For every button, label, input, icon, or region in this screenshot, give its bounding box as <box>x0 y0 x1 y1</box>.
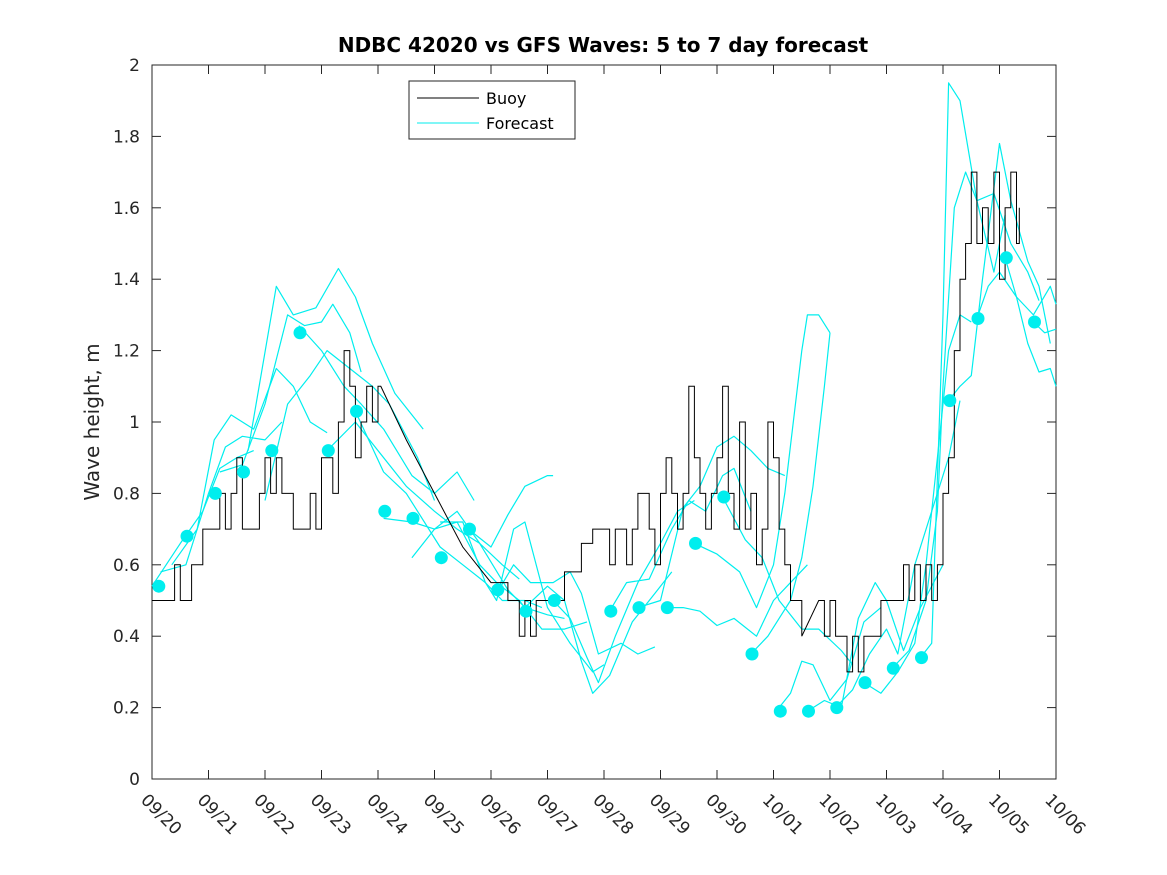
forecast-line <box>298 325 475 501</box>
forecast-marker <box>463 522 476 536</box>
x-tick-label: 09/27 <box>532 790 581 839</box>
x-tick-label: 09/20 <box>136 790 185 839</box>
y-tick-labels: 0 0.2 0.4 0.6 0.8 1 1.2 1.4 1.6 1.8 2 <box>113 56 140 790</box>
buoy-line <box>152 171 1020 673</box>
x-tick-label: 09/25 <box>419 790 468 839</box>
forecast-marker <box>434 551 448 565</box>
forecast-line <box>835 400 961 709</box>
forecast-line <box>778 607 882 708</box>
y-tick-label: 2 <box>129 56 140 76</box>
x-tick-label: 10/02 <box>814 790 863 839</box>
y-tick-label: 1 <box>129 413 140 433</box>
forecast-marker <box>293 326 307 340</box>
legend-buoy-label: Buoy <box>486 89 526 108</box>
forecast-line <box>326 421 520 580</box>
forecast-line <box>666 564 808 637</box>
y-tick-label: 0.4 <box>113 627 140 647</box>
forecast-marker <box>660 601 674 615</box>
legend: Buoy Forecast <box>408 80 576 140</box>
x-tick-label: 10/04 <box>927 790 976 839</box>
y-axis-label: Wave height, m <box>80 343 104 500</box>
forecast-line <box>160 421 283 573</box>
forecast-line <box>807 564 944 712</box>
y-tick-label: 0.2 <box>113 699 140 719</box>
forecast-marker <box>717 490 731 504</box>
forecast-line <box>891 171 1006 669</box>
legend-forecast-label: Forecast <box>486 114 554 133</box>
buoy-series <box>152 171 1020 673</box>
forecast-line <box>247 267 424 451</box>
x-tick-label: 09/21 <box>193 790 242 839</box>
forecast-marker <box>745 647 759 661</box>
x-tick-label: 10/01 <box>758 790 807 839</box>
y-tick-label: 0 <box>129 770 140 790</box>
y-tick-label: 1.2 <box>113 342 140 362</box>
x-tick-label: 09/28 <box>588 790 637 839</box>
forecast-marker <box>689 536 702 550</box>
forecast-marker <box>237 465 250 479</box>
y-tick-label: 1.8 <box>113 127 140 147</box>
forecast-line <box>637 435 786 609</box>
x-tick-label: 10/03 <box>871 790 920 839</box>
forecast-line <box>722 496 854 666</box>
forecast-line <box>1004 257 1057 387</box>
forecast-marker <box>491 583 505 597</box>
x-tick-label: 09/23 <box>306 790 355 839</box>
y-tick-label: 1.6 <box>113 199 140 219</box>
forecast-marker <box>632 601 646 615</box>
forecast-marker <box>406 511 420 525</box>
forecast-line <box>750 332 831 655</box>
forecast-marker <box>604 604 618 618</box>
forecast-line <box>440 521 605 673</box>
forecast-line <box>468 475 554 548</box>
axis-ticks <box>151 64 1057 780</box>
forecast-marker <box>999 251 1013 265</box>
x-tick-label: 09/30 <box>701 790 750 839</box>
forecast-marker <box>915 651 928 665</box>
y-tick-label: 0.6 <box>113 556 140 576</box>
y-tick-label: 0.8 <box>113 484 140 504</box>
forecast-marker <box>378 504 392 518</box>
forecast-line <box>383 510 565 619</box>
forecast-marker <box>971 312 985 325</box>
forecast-lines <box>151 82 1057 712</box>
x-tick-label: 09/24 <box>362 790 411 839</box>
forecast-marker <box>943 394 957 408</box>
forecast-marker <box>547 594 561 607</box>
forecast-marker <box>321 444 335 458</box>
forecast-marker <box>519 604 533 618</box>
forecast-marker <box>208 486 222 500</box>
forecast-marker <box>1028 315 1041 329</box>
legend-box <box>408 80 576 140</box>
chart-title: NDBC 42020 vs GFS Waves: 5 to 7 day fore… <box>338 33 869 57</box>
x-tick-labels: 09/20 09/21 09/22 09/23 09/24 09/25 09/26 09/27… <box>136 790 1089 839</box>
forecast-marker <box>152 579 166 593</box>
forecast-markers <box>152 251 1041 718</box>
x-tick-label: 09/29 <box>645 790 694 839</box>
forecast-marker <box>265 444 279 458</box>
y-tick-label: 1.4 <box>113 270 140 290</box>
forecast-marker <box>802 704 815 718</box>
forecast-marker <box>830 701 844 715</box>
x-tick-label: 09/26 <box>475 790 524 839</box>
forecast-marker <box>180 529 194 543</box>
forecast-marker <box>886 661 900 675</box>
forecast-marker <box>858 676 872 690</box>
x-tick-label: 09/22 <box>249 790 298 839</box>
x-tick-label: 10/06 <box>1040 790 1089 839</box>
forecast-line <box>171 367 328 566</box>
plot-area <box>151 64 1057 780</box>
forecast-line <box>219 303 362 473</box>
forecast-line <box>919 82 1040 658</box>
forecast-line <box>496 564 656 655</box>
x-tick-label: 10/05 <box>984 790 1033 839</box>
forecast-line <box>552 499 695 684</box>
forecast-marker <box>773 704 787 718</box>
forecast-line <box>524 571 673 694</box>
forecast-marker <box>350 404 363 418</box>
forecast-line <box>948 142 1051 401</box>
